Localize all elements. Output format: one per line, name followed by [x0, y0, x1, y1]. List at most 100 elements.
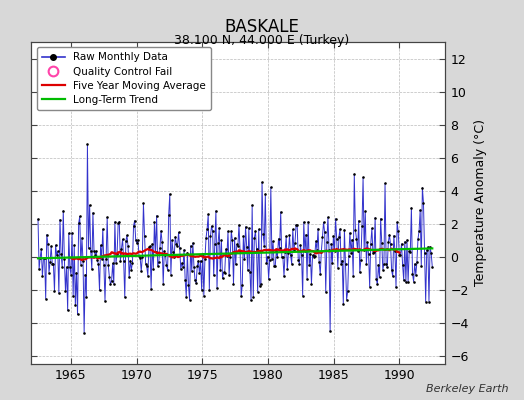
Point [356, 269, 364, 276]
Point [404, 279, 412, 286]
Point [416, 207, 424, 214]
Point [165, 212, 173, 218]
Point [183, 249, 192, 256]
Text: BASKALE: BASKALE [225, 18, 299, 36]
Point [276, 245, 284, 251]
Point [147, 286, 155, 292]
Point [59, 208, 68, 214]
Point [81, 271, 90, 278]
Point [71, 302, 80, 308]
Point [293, 222, 301, 228]
Point [93, 257, 102, 263]
Point [99, 226, 107, 232]
Point [101, 298, 109, 304]
Point [200, 292, 208, 299]
Point [41, 296, 50, 302]
Point [301, 248, 309, 254]
Point [53, 248, 62, 255]
Point [37, 246, 46, 252]
Point [84, 245, 93, 251]
Point [68, 230, 77, 236]
Point [80, 330, 89, 336]
Point [102, 256, 110, 262]
Point [112, 260, 120, 266]
Point [103, 214, 112, 220]
Point [94, 261, 103, 267]
Point [326, 328, 334, 334]
Point [360, 247, 368, 253]
Point [353, 248, 362, 254]
Point [383, 264, 391, 270]
Point [216, 267, 224, 273]
Point [166, 191, 174, 197]
Point [375, 274, 384, 280]
Point [322, 289, 330, 295]
Point [188, 268, 196, 274]
Point [100, 262, 108, 268]
Point [118, 236, 127, 242]
Point [141, 260, 150, 267]
Point [205, 287, 213, 293]
Point [154, 263, 162, 269]
Point [89, 210, 97, 216]
Point [47, 243, 56, 250]
Point [393, 219, 401, 226]
Point [321, 229, 329, 236]
Point [177, 266, 185, 272]
Point [231, 235, 239, 241]
Point [39, 255, 48, 261]
Point [340, 226, 348, 233]
Point [428, 263, 436, 270]
Point [334, 264, 342, 271]
Point [35, 266, 43, 272]
Point [234, 243, 242, 250]
Point [249, 294, 257, 300]
Point [185, 296, 194, 303]
Point [257, 280, 265, 287]
Point [117, 245, 126, 252]
Point [420, 250, 429, 256]
Point [410, 260, 419, 267]
Point [174, 229, 183, 236]
Point [379, 266, 387, 273]
Point [212, 208, 220, 214]
Point [232, 261, 240, 268]
Point [331, 216, 340, 222]
Point [392, 284, 400, 290]
Point [148, 241, 156, 248]
Point [347, 249, 355, 256]
Point [167, 271, 175, 278]
Point [318, 234, 326, 240]
Point [139, 200, 148, 207]
Point [427, 250, 435, 256]
Point [351, 227, 359, 233]
Point [74, 220, 83, 227]
Point [181, 276, 189, 283]
Point [405, 248, 413, 254]
Point [40, 255, 49, 261]
Point [115, 218, 124, 225]
Point [72, 270, 81, 276]
Point [368, 225, 376, 232]
Point [241, 256, 249, 262]
Point [401, 238, 409, 245]
Point [378, 239, 386, 246]
Point [187, 243, 195, 249]
Point [119, 258, 128, 264]
Point [172, 240, 181, 247]
Point [152, 212, 161, 219]
Point [214, 240, 222, 246]
Point [227, 228, 235, 234]
Point [235, 222, 243, 228]
Point [213, 285, 221, 292]
Point [407, 204, 416, 211]
Point [373, 281, 381, 288]
Point [319, 219, 328, 226]
Point [162, 262, 171, 268]
Point [425, 298, 433, 305]
Point [110, 280, 118, 287]
Point [306, 251, 314, 257]
Point [362, 261, 370, 267]
Point [196, 258, 205, 264]
Point [62, 264, 71, 270]
